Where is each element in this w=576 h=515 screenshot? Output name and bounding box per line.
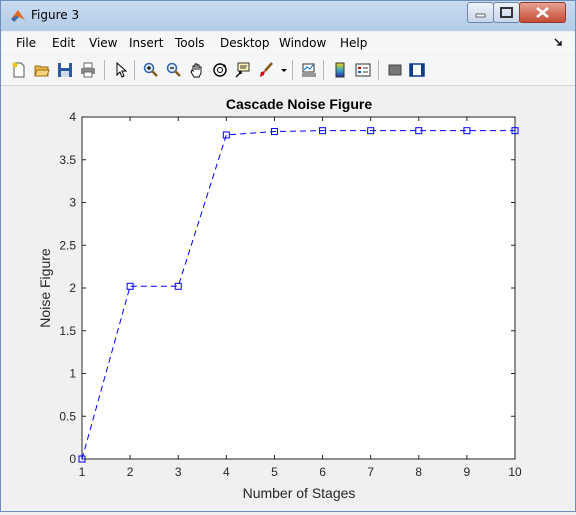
- insert-legend-icon: [355, 63, 371, 77]
- y-tick-label: 0: [69, 452, 76, 466]
- y-tick-label: 1.5: [59, 324, 76, 338]
- data-point-marker: [270, 128, 278, 136]
- chart-title: Cascade Noise Figure: [226, 96, 372, 112]
- hide-plot-tools-icon: [388, 64, 402, 76]
- data-point-marker: [222, 131, 230, 139]
- print-icon: [81, 62, 95, 78]
- close-icon: [536, 6, 549, 19]
- menu-file[interactable]: File: [16, 36, 37, 50]
- menu-view[interactable]: View: [89, 36, 118, 50]
- maximize-icon: [500, 7, 513, 18]
- pan-button[interactable]: [186, 59, 208, 81]
- figure-toolbar: [1, 55, 575, 86]
- rotate-3d-button[interactable]: [209, 59, 231, 81]
- x-tick-label: 3: [175, 465, 182, 479]
- x-tick-label: 5: [271, 465, 278, 479]
- maximize-button[interactable]: [493, 2, 520, 23]
- toolbar-separator: [292, 60, 293, 80]
- x-tick-label: 8: [415, 465, 422, 479]
- data-cursor-button[interactable]: [232, 59, 254, 81]
- toolbar-separator: [104, 60, 105, 80]
- open-file-icon: [34, 65, 50, 77]
- y-tick-label: 3: [69, 196, 76, 210]
- y-tick-label: 4: [69, 110, 76, 124]
- zoom-in-button[interactable]: [140, 59, 162, 81]
- pan-hand-icon: [190, 63, 202, 78]
- data-point-marker: [319, 127, 327, 135]
- x-tick-label: 6: [319, 465, 326, 479]
- data-cursor-icon: [235, 62, 250, 78]
- line-chart: Cascade Noise Figure Number of Stages No…: [37, 96, 522, 501]
- zoom-in-icon: [143, 62, 158, 77]
- x-tick-label: 9: [464, 465, 471, 479]
- menu-edit[interactable]: Edit: [52, 36, 76, 50]
- data-point-marker: [78, 455, 86, 463]
- brush-dropdown-icon: [281, 69, 287, 72]
- edit-plot-button[interactable]: [110, 59, 132, 81]
- data-point-marker: [126, 282, 134, 290]
- data-point-marker: [174, 282, 182, 290]
- toolbar-separator: [134, 60, 135, 80]
- menu-desktop[interactable]: Desktop: [220, 36, 270, 50]
- data-point-marker: [463, 127, 471, 135]
- show-plot-tools-button[interactable]: [406, 59, 428, 81]
- y-tick-label: 0.5: [59, 409, 76, 423]
- edit-plot-arrow-icon: [116, 62, 128, 78]
- open-file-button[interactable]: [31, 59, 53, 81]
- x-tick-label: 4: [223, 465, 230, 479]
- minimize-button[interactable]: [467, 2, 494, 23]
- menu-bar: File Edit View Insert Tools Desktop Wind…: [1, 32, 575, 54]
- y-tick-label: 2.5: [59, 238, 76, 252]
- save-icon: [58, 63, 72, 77]
- y-tick-label: 1: [69, 367, 76, 381]
- save-button[interactable]: [54, 59, 76, 81]
- series-line: [81, 130, 515, 460]
- insert-colorbar-icon: [335, 62, 345, 78]
- zoom-out-button[interactable]: [163, 59, 185, 81]
- figure-canvas: Cascade Noise Figure Number of Stages No…: [1, 86, 575, 511]
- data-point-marker: [511, 127, 519, 135]
- data-point-marker: [367, 127, 375, 135]
- title-bar[interactable]: Figure 3: [1, 1, 575, 31]
- x-tick-label: 2: [127, 465, 134, 479]
- insert-colorbar-button[interactable]: [329, 59, 351, 81]
- toolbar-separator: [378, 60, 379, 80]
- brush-button[interactable]: [255, 59, 277, 81]
- x-tick-label: 7: [367, 465, 374, 479]
- y-axis-label: Noise Figure: [37, 248, 53, 328]
- menu-window[interactable]: Window: [279, 36, 327, 50]
- insert-legend-button[interactable]: [352, 59, 374, 81]
- close-button[interactable]: [519, 2, 566, 23]
- menu-insert[interactable]: Insert: [129, 36, 164, 50]
- rotate-3d-icon: [213, 63, 227, 77]
- link-plot-button[interactable]: [298, 59, 320, 81]
- plot-area[interactable]: [81, 116, 516, 460]
- link-plot-icon: [302, 63, 316, 77]
- new-figure-button[interactable]: [8, 59, 30, 81]
- show-plot-tools-icon: [409, 63, 425, 77]
- matlab-icon: [11, 10, 25, 22]
- toolbar-separator: [323, 60, 324, 80]
- hide-plot-tools-button[interactable]: [384, 59, 406, 81]
- data-point-marker: [415, 127, 423, 135]
- y-tick-label: 3.5: [59, 153, 76, 167]
- menu-help[interactable]: Help: [340, 36, 368, 50]
- print-button[interactable]: [77, 59, 99, 81]
- x-axis-label: Number of Stages: [243, 485, 356, 501]
- x-tick-label: 10: [508, 465, 522, 479]
- x-tick-label: 1: [79, 465, 86, 479]
- zoom-out-icon: [166, 62, 181, 77]
- window-title: Figure 3: [31, 8, 80, 22]
- menu-tools[interactable]: Tools: [175, 36, 205, 50]
- new-figure-icon: [12, 62, 25, 78]
- brush-dropdown-button[interactable]: [277, 59, 287, 81]
- dock-figure-icon[interactable]: [553, 37, 563, 47]
- brush-icon: [260, 62, 273, 77]
- y-tick-label: 2: [69, 281, 76, 295]
- minimize-icon: [475, 13, 486, 18]
